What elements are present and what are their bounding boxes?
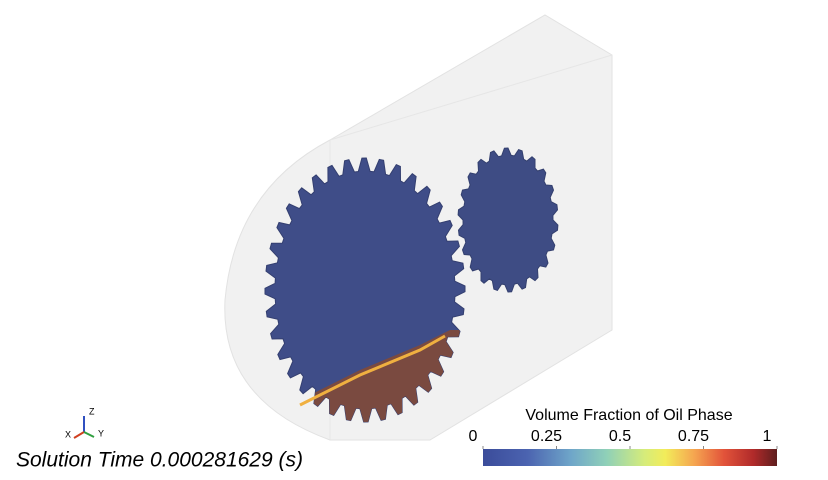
colorbar [483, 449, 777, 466]
colorbar-ticks: 0 0.25 0.5 0.75 1 [469, 428, 778, 449]
colorbar-tick-label: 0.75 [678, 428, 709, 445]
colorbar-tick-label: 0.5 [609, 428, 631, 445]
small-gear [457, 147, 559, 293]
colorbar-tick-label: 0 [469, 428, 478, 445]
axis-triad: Z X Y [65, 406, 104, 439]
y-axis [83, 431, 95, 438]
solution-time: Solution Time 0.000281629 (s) [16, 449, 303, 472]
x-label: X [65, 429, 71, 439]
y-label: Y [98, 428, 104, 438]
colorbar-title: Volume Fraction of Oil Phase [525, 407, 732, 424]
colorbar-tick-label: 1 [763, 428, 772, 445]
gears [264, 147, 559, 423]
oil-interface [299, 334, 446, 407]
colorbar-tick-label: 0.25 [531, 428, 562, 445]
x-axis [73, 431, 85, 439]
z-label: Z [89, 406, 95, 416]
